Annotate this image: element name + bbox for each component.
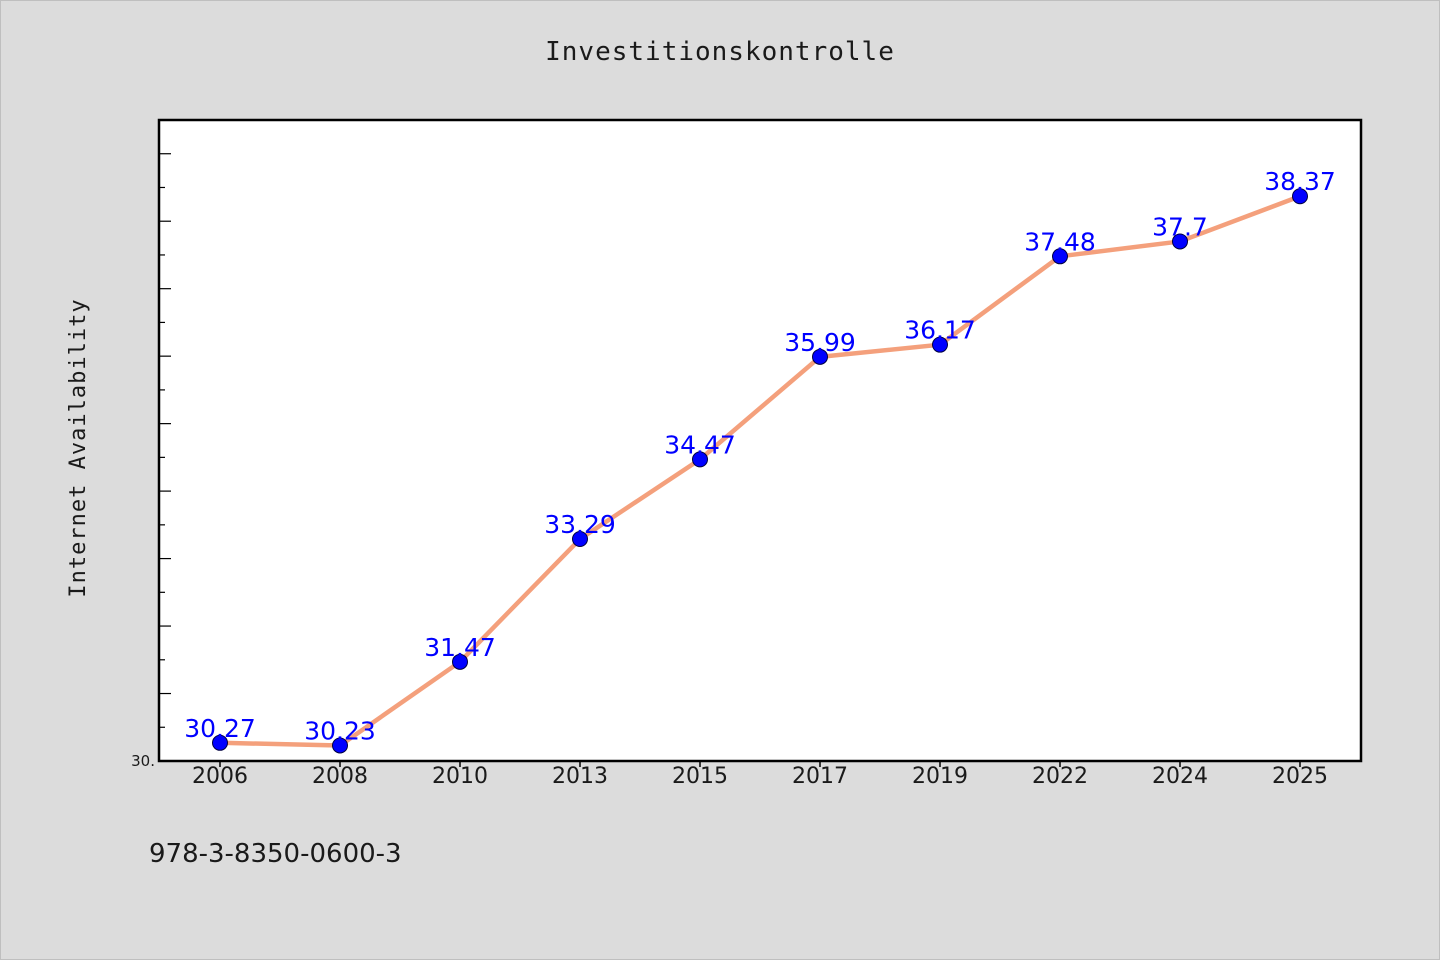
data-point [572, 531, 588, 548]
data-label: 34.47 [664, 430, 736, 459]
chart-title: Investitionskontrolle [545, 37, 895, 67]
x-tick-label: 2010 [432, 764, 488, 789]
data-label: 31.47 [424, 633, 496, 662]
data-point [1292, 188, 1308, 205]
data-point [1172, 233, 1188, 250]
y-axis-ticks [159, 119, 171, 762]
data-point [212, 734, 228, 751]
data-label: 37.48 [1024, 227, 1096, 256]
x-tick-label: 2025 [1272, 764, 1328, 789]
series-line [217, 193, 1303, 748]
data-label: 38.37 [1264, 167, 1336, 196]
data-point [932, 336, 948, 353]
y-tick-label: 30. [131, 752, 155, 770]
x-tick-label: 2017 [792, 764, 848, 789]
data-point [692, 451, 708, 468]
footnote-isbn: 978-3-8350-0600-3 [149, 839, 402, 869]
data-point [1052, 248, 1068, 265]
x-axis-ticks [219, 761, 1301, 767]
y-axis-label: Internet Availability [66, 298, 91, 597]
x-tick-label: 2024 [1152, 764, 1208, 789]
x-tick-label: 2015 [672, 764, 728, 789]
series-line-group [217, 193, 1303, 748]
y-axis-tick-labels: 30. [131, 752, 155, 770]
data-point [812, 348, 828, 365]
plot-area [157, 118, 1363, 763]
data-label: 35.99 [784, 328, 856, 357]
data-point [332, 737, 348, 754]
x-axis-tick-labels: 2006 2008 2010 2013 2015 2017 2019 2022 2024 2025 [192, 764, 1328, 789]
x-tick-label: 2022 [1032, 764, 1088, 789]
data-label: 36.17 [904, 316, 976, 345]
x-tick-label: 2008 [312, 764, 368, 789]
x-tick-label: 2006 [192, 764, 248, 789]
x-tick-label: 2013 [552, 764, 608, 789]
x-tick-label: 2019 [912, 764, 968, 789]
data-point [452, 653, 468, 670]
data-labels: 30.27 30.23 31.47 33.29 34.47 35.99 36.17 37.48… [184, 167, 1336, 745]
data-label: 30.23 [304, 716, 376, 745]
data-label: 37.7 [1152, 212, 1208, 241]
data-label: 30.27 [184, 714, 256, 743]
data-label: 33.29 [544, 510, 616, 539]
series-markers [212, 188, 1308, 754]
